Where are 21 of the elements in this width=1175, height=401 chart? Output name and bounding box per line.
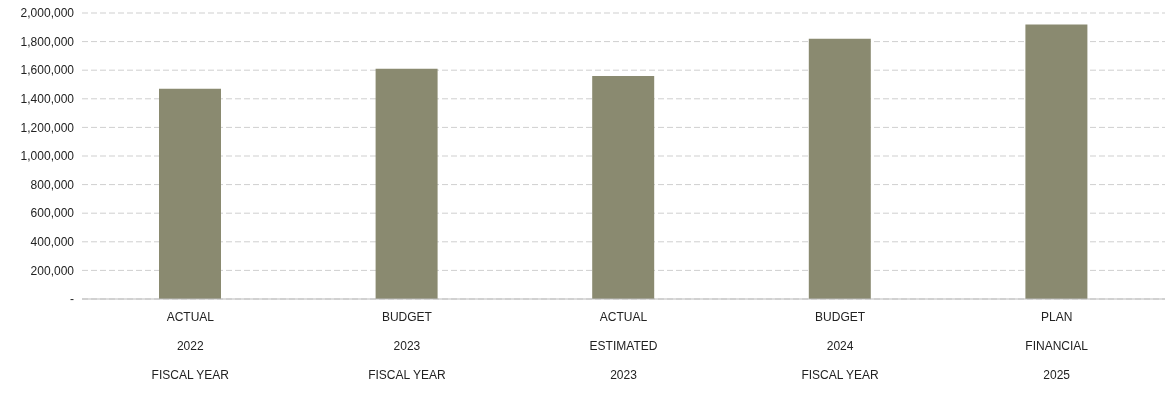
y-tick-label: 1,600,000	[20, 63, 75, 78]
category-label: BUDGET 2024 FISCAL YEAR	[801, 310, 879, 382]
y-tick-label: 2,000,000	[20, 6, 75, 21]
bar	[808, 38, 871, 299]
y-tick-label: 1,800,000	[20, 34, 75, 49]
y-tick-label: 1,200,000	[20, 120, 75, 135]
y-tick-label: 600,000	[30, 206, 75, 221]
y-tick-label: 1,400,000	[20, 92, 75, 107]
y-tick-label: 800,000	[30, 177, 75, 192]
category-label: PLAN FINANCIAL 2025	[1025, 310, 1089, 382]
bar	[1025, 24, 1088, 299]
y-tick-label: 1,000,000	[20, 149, 75, 164]
bar	[592, 75, 655, 299]
y-tick-label: 400,000	[30, 235, 75, 250]
bar	[159, 88, 221, 299]
category-label: ACTUAL 2022 FISCAL YEAR	[151, 310, 229, 382]
y-tick-label: 200,000	[30, 263, 75, 278]
category-label: ACTUAL ESTIMATED 2023	[589, 310, 658, 382]
bar	[375, 68, 438, 299]
category-label: BUDGET 2023 FISCAL YEAR	[368, 310, 446, 382]
y-tick-label: -	[70, 292, 74, 307]
